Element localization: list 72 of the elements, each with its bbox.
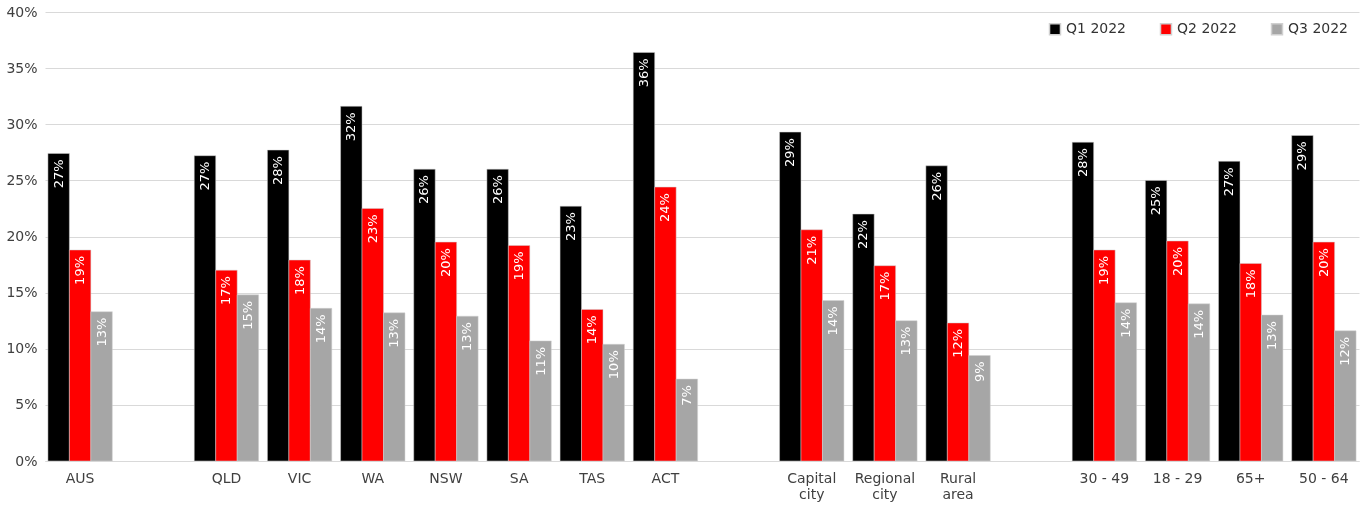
- data-label: 13%: [386, 318, 402, 348]
- data-label: 20%: [1169, 246, 1185, 276]
- x-tick-label: NSW: [429, 469, 463, 486]
- data-label: 13%: [459, 322, 475, 352]
- x-tick-label: Rural area: [939, 469, 977, 502]
- x-tick-label: AUS: [65, 469, 95, 486]
- data-label: 13%: [898, 326, 914, 356]
- data-label: 9%: [971, 361, 987, 383]
- data-label: 27%: [1221, 167, 1237, 197]
- data-label: 28%: [270, 156, 286, 185]
- y-tick-label: 5%: [15, 396, 38, 413]
- data-label: 24%: [657, 193, 673, 223]
- data-label: 20%: [1315, 248, 1331, 278]
- x-tick-label: QLD: [211, 469, 242, 486]
- data-label: 14%: [825, 306, 841, 336]
- data-label: 26%: [416, 175, 432, 205]
- data-label: 28%: [1074, 148, 1090, 178]
- data-label: 19%: [1096, 255, 1112, 285]
- x-tick-label: 18 - 29: [1152, 469, 1203, 486]
- data-label: 22%: [855, 220, 871, 249]
- data-label: 19%: [511, 251, 527, 281]
- y-tick-label: 25%: [6, 171, 38, 188]
- data-label: 12%: [950, 328, 966, 358]
- data-label: 14%: [584, 315, 600, 345]
- x-tick-label: Capital city: [787, 469, 837, 502]
- legend-label: Q1 2022: [1066, 20, 1127, 37]
- data-label: 27%: [196, 161, 212, 191]
- data-label: 29%: [782, 138, 798, 168]
- data-label: 23%: [562, 212, 578, 242]
- x-tick-label: Regional city: [854, 469, 916, 502]
- data-label: 14%: [1117, 308, 1133, 338]
- data-label: 27%: [50, 159, 66, 189]
- x-tick-label: 65+: [1235, 469, 1266, 486]
- y-tick-label: 30%: [6, 115, 38, 132]
- data-label: 26%: [928, 171, 944, 201]
- y-tick-label: 0%: [15, 452, 38, 469]
- data-label: 19%: [72, 255, 88, 285]
- data-label: 17%: [218, 276, 234, 306]
- data-label: 32%: [343, 112, 359, 142]
- legend-label: Q3 2022: [1288, 20, 1349, 37]
- data-label: 14%: [1191, 309, 1207, 339]
- x-tick-label: VIC: [287, 469, 312, 486]
- x-tick-label: 50 - 64: [1299, 469, 1349, 486]
- data-label: 11%: [532, 346, 548, 376]
- x-tick-label: SA: [509, 469, 529, 486]
- data-label: 10%: [605, 350, 621, 380]
- x-tick-label: 30 - 49: [1079, 469, 1130, 486]
- data-label: 7%: [678, 385, 694, 406]
- data-label: 13%: [1264, 321, 1280, 350]
- data-label: 18%: [1242, 269, 1258, 299]
- y-tick-label: 40%: [6, 3, 38, 20]
- data-label: 20%: [437, 248, 453, 278]
- data-label: 36%: [635, 58, 651, 88]
- data-label: 21%: [803, 235, 819, 265]
- x-tick-label: WA: [361, 469, 385, 486]
- y-tick-label: 10%: [6, 340, 38, 357]
- x-tick-label: TAS: [578, 469, 606, 486]
- legend-label: Q2 2022: [1177, 20, 1238, 37]
- x-tick-label: ACT: [651, 469, 680, 486]
- data-label: 25%: [1148, 186, 1164, 216]
- y-tick-label: 35%: [6, 59, 38, 76]
- data-label: 29%: [1294, 141, 1310, 171]
- y-tick-label: 15%: [6, 284, 38, 301]
- data-label: 26%: [489, 175, 505, 205]
- data-label: 17%: [876, 271, 892, 301]
- data-label: 23%: [364, 214, 380, 244]
- data-label: 12%: [1337, 336, 1353, 366]
- data-label: 13%: [93, 317, 109, 347]
- data-label: 14%: [313, 314, 329, 344]
- y-tick-label: 20%: [6, 228, 38, 244]
- data-label: 15%: [239, 300, 255, 330]
- data-label: 18%: [291, 266, 307, 295]
